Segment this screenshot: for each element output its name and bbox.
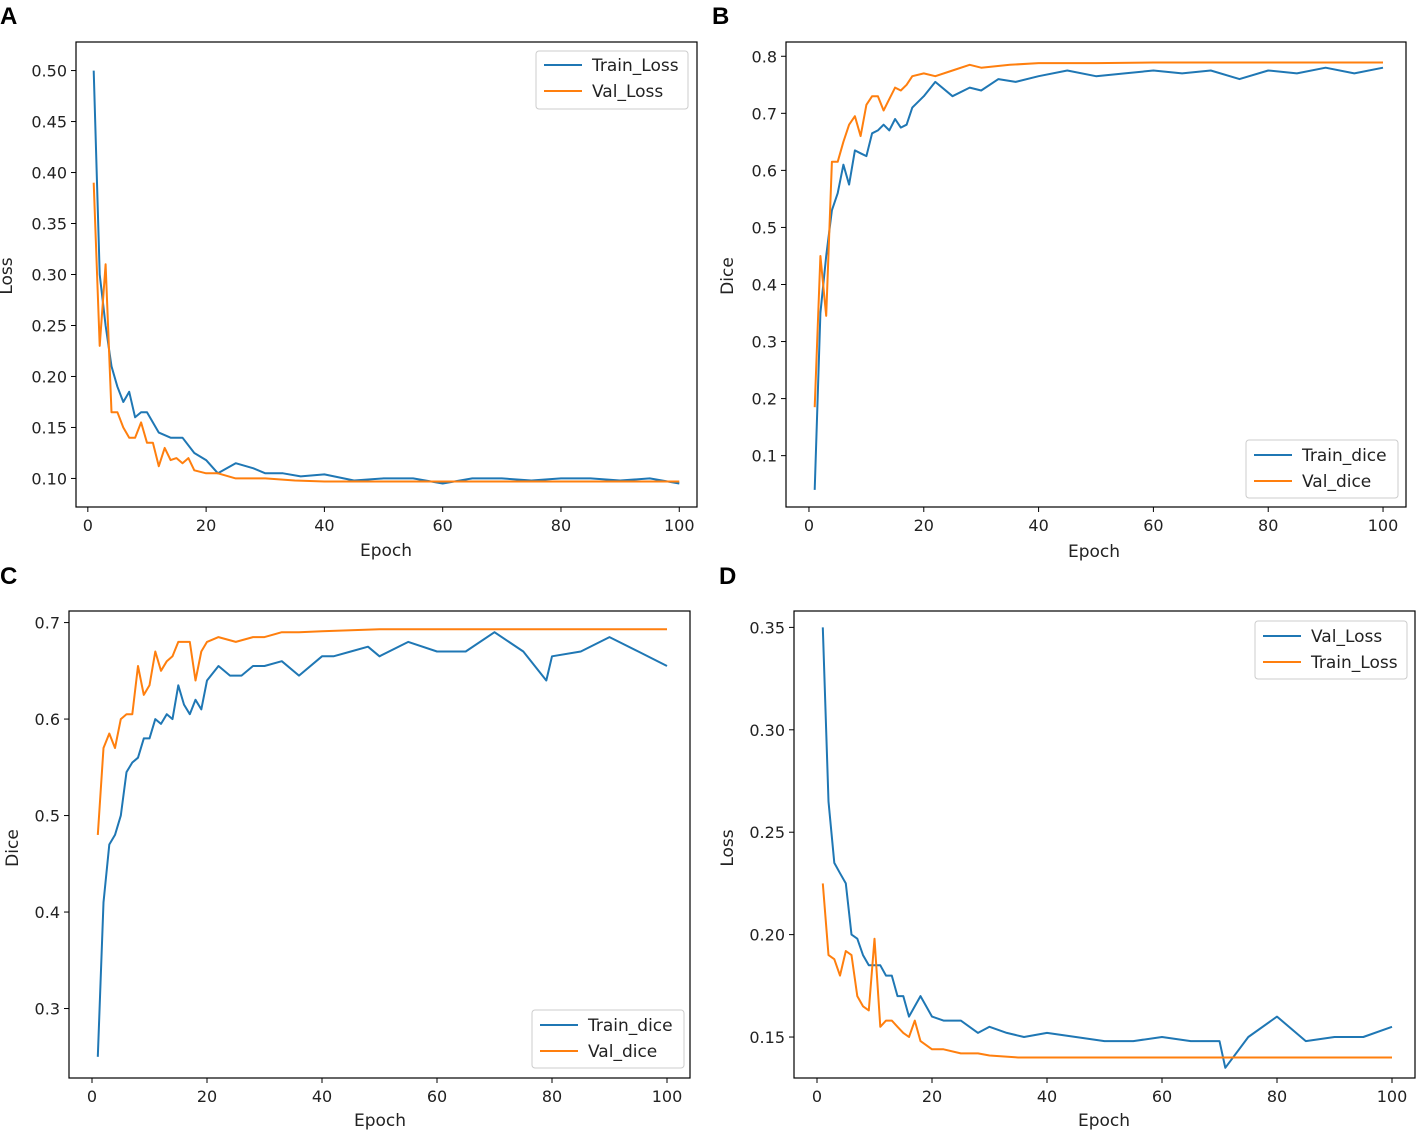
legend-c: Train_dice Val_dice [531, 1009, 685, 1069]
x-tick-label-c-3: 60 [427, 1087, 447, 1106]
y-tick-label-a-5: 0.35 [31, 215, 67, 234]
y-tick-label-c-2: 0.5 [35, 807, 60, 826]
x-tick-label-b-5: 100 [1368, 516, 1399, 535]
y-tick-label-a-1: 0.15 [31, 418, 67, 437]
x-tick-label-c-5: 100 [652, 1087, 683, 1106]
x-tick-label-d-1: 20 [922, 1087, 942, 1106]
series-line-c-val-dice [96, 628, 667, 835]
x-tick-label-d-2: 40 [1037, 1087, 1057, 1106]
x-tick-label-b-2: 40 [1028, 516, 1048, 535]
y-tick-label-a-2: 0.20 [31, 367, 67, 386]
legend-label-c-1: Val_dice [588, 1042, 657, 1062]
y-tick-label-a-6: 0.40 [31, 164, 67, 183]
y-tick-label-d-4: 0.35 [749, 618, 785, 637]
y-axis-label-d: Loss [718, 829, 738, 866]
x-tick-label-a-3: 60 [433, 516, 453, 535]
x-tick-label-d-5: 100 [1377, 1087, 1408, 1106]
plot-area-d: 0 20 40 60 80 100 0.15 0.20 0.25 0.30 0.35 [749, 618, 1407, 1106]
x-tick-label-c-2: 40 [312, 1087, 332, 1106]
series-line-a-val-loss [92, 182, 680, 483]
x-tick-label-b-4: 80 [1258, 516, 1278, 535]
x-axis-label-d: Epoch [1078, 1111, 1130, 1130]
y-tick-label-b-1: 0.2 [752, 390, 777, 409]
series-line-d-train-loss [821, 883, 1392, 1059]
x-tick-label-b-3: 60 [1143, 516, 1163, 535]
axes-frame-b [785, 41, 1407, 508]
y-tick-label-a-0: 0.10 [31, 469, 67, 488]
series-line-d-val-loss [821, 627, 1393, 1069]
legend-label-a-0: Train_Loss [591, 56, 679, 76]
y-tick-label-b-3: 0.4 [752, 275, 777, 294]
x-tick-label-d-0: 0 [812, 1087, 822, 1106]
y-tick-label-a-8: 0.50 [31, 62, 67, 81]
plot-area-a: 0 20 40 60 80 100 0.10 0.15 0.20 0.25 0.30 0.35 0.40… [31, 62, 694, 535]
series-line-b-train-dice [813, 66, 1384, 490]
series-line-c-train-dice [96, 631, 668, 1057]
legend-label-b-0: Train_dice [1301, 446, 1387, 466]
x-tick-label-c-0: 0 [87, 1087, 97, 1106]
panel-a: A 0 20 40 60 80 100 0.10 0.15 0.20 0.25 0.30 0.35 0.… [0, 3, 698, 561]
x-tick-label-d-4: 80 [1267, 1087, 1287, 1106]
plot-area-b: 0 20 40 60 80 100 0.1 0.2 0.3 0.4 0.5 0.6 0.7 0.8 [752, 47, 1399, 535]
y-tick-label-d-3: 0.30 [749, 721, 785, 740]
y-tick-label-d-0: 0.15 [749, 1028, 785, 1047]
y-tick-label-d-2: 0.25 [749, 823, 785, 842]
legend-a: Train_Loss Val_Loss [535, 50, 689, 110]
legend-label-c-0: Train_dice [587, 1016, 673, 1036]
y-tick-label-b-6: 0.7 [752, 104, 777, 123]
y-tick-label-b-5: 0.6 [752, 161, 777, 180]
panel-d: D 0 20 40 60 80 100 0.15 0.20 0.25 0.30 0.35 Epoch… [718, 563, 1416, 1130]
panel-c: C 0 20 40 60 80 100 0.3 0.4 0.5 0.6 0.7 Epoch Dice… [0, 563, 691, 1130]
y-tick-label-a-4: 0.30 [31, 266, 67, 285]
y-axis-label-c: Dice [3, 829, 23, 867]
x-axis-label-a: Epoch [360, 541, 412, 561]
y-tick-label-b-2: 0.3 [752, 333, 777, 352]
axes-frame-d [793, 610, 1416, 1079]
y-tick-label-b-0: 0.1 [752, 447, 777, 466]
series-line-b-val-dice [813, 61, 1383, 408]
y-tick-label-a-7: 0.45 [31, 113, 67, 132]
x-axis-label-c: Epoch [354, 1111, 406, 1130]
legend-label-d-0: Val_Loss [1311, 627, 1382, 647]
x-tick-label-b-1: 20 [914, 516, 934, 535]
axes-frame-a [75, 41, 698, 508]
x-tick-label-a-2: 40 [314, 516, 334, 535]
y-tick-label-a-3: 0.25 [31, 316, 67, 335]
x-tick-label-a-5: 100 [664, 516, 695, 535]
series-line-a-train-loss [92, 70, 680, 485]
x-tick-label-c-4: 80 [542, 1087, 562, 1106]
panel-letter-d: D [719, 563, 736, 590]
legend-label-d-1: Train_Loss [1310, 653, 1398, 673]
y-tick-label-d-1: 0.20 [749, 926, 785, 945]
x-tick-label-a-4: 80 [551, 516, 571, 535]
panel-letter-c: C [0, 563, 17, 590]
x-tick-label-d-3: 60 [1152, 1087, 1172, 1106]
panel-letter-b: B [712, 3, 729, 30]
panel-b: B 0 20 40 60 80 100 0.1 0.2 0.3 0.4 0.5 0.6 0.7 0.8 E… [712, 3, 1407, 562]
y-axis-label-a: Loss [0, 257, 17, 294]
legend-label-a-1: Val_Loss [592, 82, 663, 102]
y-tick-label-c-1: 0.4 [35, 903, 60, 922]
x-tick-label-b-0: 0 [804, 516, 814, 535]
y-tick-label-b-7: 0.8 [752, 47, 777, 66]
panel-letter-a: A [0, 3, 17, 30]
y-axis-label-b: Dice [718, 257, 738, 295]
plot-area-c: 0 20 40 60 80 100 0.3 0.4 0.5 0.6 0.7 [35, 614, 683, 1106]
legend-label-b-1: Val_dice [1302, 472, 1371, 492]
x-axis-label-b: Epoch [1068, 542, 1120, 562]
y-tick-label-c-0: 0.3 [35, 1000, 60, 1019]
y-tick-label-b-4: 0.5 [752, 218, 777, 237]
y-tick-label-c-4: 0.7 [35, 614, 60, 633]
legend-d: Val_Loss Train_Loss [1254, 620, 1408, 680]
x-tick-label-c-1: 20 [197, 1087, 217, 1106]
axes-frame-c [68, 610, 691, 1079]
y-tick-label-c-3: 0.6 [35, 710, 60, 729]
legend-b: Train_dice Val_dice [1245, 439, 1399, 499]
x-tick-label-a-1: 20 [196, 516, 216, 535]
x-tick-label-a-0: 0 [83, 516, 93, 535]
